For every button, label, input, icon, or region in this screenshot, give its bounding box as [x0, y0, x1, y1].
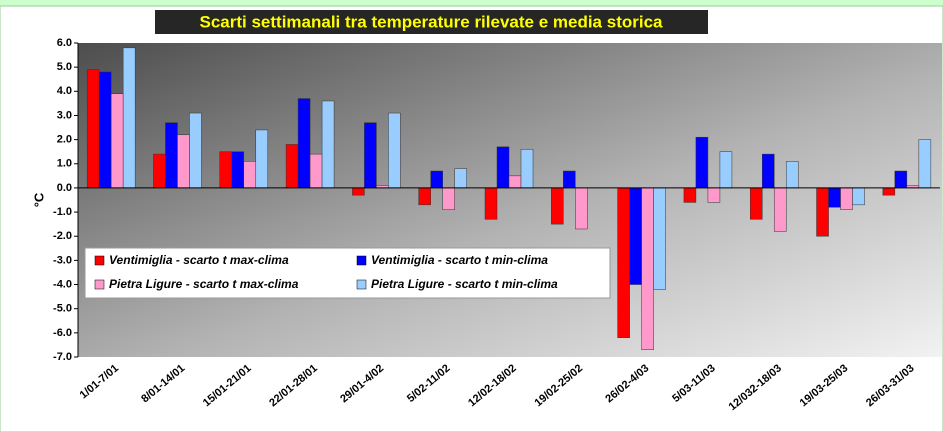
bar: [98, 71, 112, 189]
bar: [629, 187, 642, 285]
legend-label: Ventimiglia - scarto t max-clima: [109, 253, 289, 267]
plot-area: [78, 43, 942, 357]
y-tick-label: -5.0: [53, 303, 72, 315]
chart-title: Scarti settimanali tra temperature rilev…: [200, 12, 664, 31]
bar: [683, 187, 697, 203]
legend-swatch: [94, 279, 105, 290]
bar: [352, 187, 365, 196]
frame: [0, 0, 943, 6]
legend-swatch: [94, 255, 105, 266]
y-tick-label: -6.0: [53, 327, 72, 339]
y-tick-label: -2.0: [53, 230, 72, 242]
bar: [255, 129, 269, 189]
bar: [617, 187, 630, 338]
bar: [918, 139, 932, 189]
bar: [520, 149, 534, 189]
bar: [219, 151, 233, 189]
bar: [840, 187, 853, 210]
y-tick-label: -7.0: [53, 351, 72, 363]
bar: [86, 69, 100, 189]
bar: [816, 187, 829, 237]
bar: [508, 175, 522, 189]
bar: [749, 187, 763, 220]
bar: [484, 187, 498, 220]
bar: [309, 153, 323, 189]
y-tick-label: -3.0: [53, 254, 72, 266]
bar: [388, 112, 401, 189]
bar: [122, 47, 136, 189]
bar: [496, 146, 510, 189]
bar: [551, 187, 564, 225]
y-tick-label: 3.0: [57, 109, 72, 121]
y-tick-label: 4.0: [57, 85, 72, 97]
y-tick-label: -4.0: [53, 278, 72, 290]
bar: [321, 100, 335, 189]
y-tick-label: 1.0: [57, 158, 72, 170]
bar: [852, 187, 865, 206]
bar: [165, 122, 178, 189]
bar: [285, 144, 299, 189]
y-tick-label: 0.0: [57, 182, 72, 194]
y-tick-label: 2.0: [57, 134, 72, 146]
legend-swatch: [356, 279, 367, 290]
bar: [773, 187, 787, 232]
bar: [575, 187, 588, 230]
legend-label: Ventimiglia - scarto t min-clima: [371, 253, 548, 267]
legend-label: Pietra Ligure - scarto t max-clima: [109, 277, 299, 291]
bar: [418, 187, 431, 206]
bar: [442, 187, 455, 210]
title-box: [155, 10, 708, 34]
legend-label: Pietra Ligure - scarto t min-clima: [371, 277, 558, 291]
y-tick-label: 5.0: [57, 61, 72, 73]
bar: [707, 187, 721, 203]
bar: [189, 112, 202, 189]
bar: [110, 93, 124, 189]
bar: [364, 122, 377, 189]
bar: [454, 168, 467, 189]
bar: [894, 170, 908, 189]
y-tick-label: 6.0: [57, 37, 72, 49]
y-tick-label: -1.0: [53, 206, 72, 218]
bar: [882, 187, 896, 196]
bar: [430, 170, 443, 189]
legend-swatch: [356, 255, 367, 266]
bar: [153, 153, 166, 189]
bar: [243, 161, 257, 189]
bar: [653, 187, 666, 290]
bar: [761, 153, 775, 189]
bar: [177, 134, 190, 189]
bar: [641, 187, 654, 351]
bar: [563, 170, 576, 189]
y-axis-label: °C: [31, 192, 46, 207]
bar: [231, 151, 245, 189]
bar: [828, 187, 841, 208]
bar: [719, 151, 733, 189]
bar: [695, 136, 709, 189]
legend-box: [84, 247, 611, 299]
bar: [785, 161, 799, 189]
bar: [297, 98, 311, 189]
